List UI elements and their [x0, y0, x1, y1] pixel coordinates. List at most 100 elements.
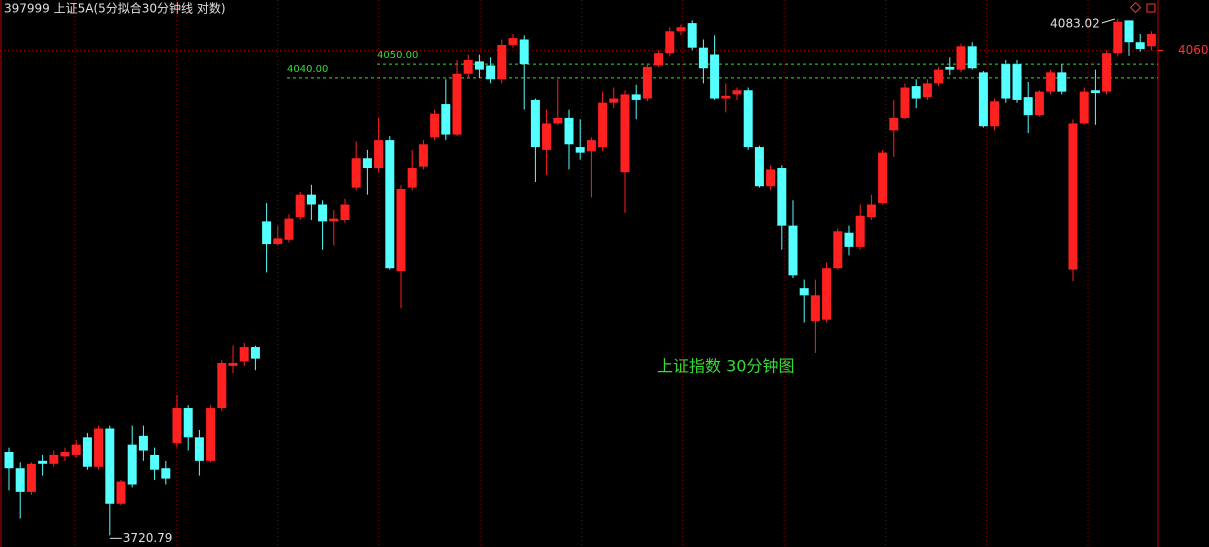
candle-body [82, 437, 92, 467]
candle-body [138, 435, 148, 451]
candle-body [306, 194, 316, 205]
candle-body [150, 454, 160, 470]
candle-body [194, 437, 204, 461]
candle-body [318, 204, 328, 222]
candle-body [855, 215, 865, 247]
candle-body [1023, 97, 1033, 116]
candle-body [1034, 91, 1044, 116]
candle-body [161, 468, 171, 479]
candle-body [530, 99, 540, 148]
candle-body [60, 452, 70, 457]
candle-body [1068, 123, 1078, 270]
candle-body [340, 204, 350, 221]
candle-body [463, 60, 473, 74]
candle-body [71, 444, 81, 455]
candle-body [1079, 91, 1089, 124]
candle-body [38, 460, 48, 464]
candle-body [407, 168, 417, 188]
candle-body [351, 158, 361, 188]
icon-window[interactable] [1146, 3, 1156, 13]
candle-body [474, 61, 484, 70]
icon-diamond[interactable] [1129, 1, 1142, 14]
candle-body [642, 66, 652, 99]
candle-body [519, 39, 529, 65]
candle-body [777, 168, 787, 226]
candle-body [250, 347, 260, 359]
candle-body [1135, 42, 1145, 50]
candle-body [295, 194, 305, 218]
min-label: 3720.79 [123, 531, 173, 545]
candle-body [609, 98, 619, 103]
max-label: 4083.02 [1050, 16, 1100, 30]
candle-body [508, 38, 518, 45]
candle-body [374, 140, 384, 169]
candle-body [497, 44, 507, 80]
candle-body [586, 140, 596, 152]
candle-body [15, 468, 25, 492]
candle-body [127, 444, 137, 485]
candle-body [754, 147, 764, 187]
candle-body [822, 268, 832, 320]
candle-body [945, 66, 955, 70]
candle-body [878, 152, 888, 204]
candle-body [1102, 53, 1112, 92]
candle-body [833, 231, 843, 269]
candle-body [452, 73, 462, 135]
candle-body [721, 95, 731, 99]
candle-body [967, 46, 977, 69]
candle-body [687, 23, 697, 48]
candle-body [810, 295, 820, 322]
candle-body [486, 65, 496, 80]
candle-body [183, 408, 193, 438]
reference-label: 4050.00 [377, 50, 418, 61]
candle-body [228, 362, 238, 366]
candle-body [575, 147, 585, 153]
candle-body [654, 53, 664, 66]
max-arrow [1101, 18, 1115, 24]
candle-body [94, 428, 104, 467]
candle-body [1090, 90, 1100, 94]
candle-body [1001, 64, 1011, 99]
candle-body [273, 238, 283, 245]
candle-body [1012, 64, 1022, 100]
candle-body [978, 72, 988, 127]
candle-body [4, 452, 14, 469]
candle-body [172, 408, 182, 444]
candle-body [1057, 72, 1067, 92]
candle-body [922, 83, 932, 98]
candle-body [105, 428, 115, 504]
reference-label: 4040.00 [287, 64, 328, 75]
candle-body [866, 204, 876, 218]
candle-body [396, 189, 406, 272]
candle-body [788, 225, 798, 276]
candle-body [1146, 34, 1156, 47]
chart-title: 397999 上证5A(5分拟合30分钟线 对数) [4, 1, 226, 16]
candle-body [385, 140, 395, 269]
candle-body [430, 113, 440, 138]
candle-body [49, 454, 59, 464]
candle-body [799, 288, 809, 296]
candle-body [676, 27, 686, 32]
candle-body [911, 86, 921, 99]
candle-body [732, 90, 742, 95]
candle-body [262, 221, 272, 245]
candle-body [206, 408, 216, 461]
candle-body [362, 158, 372, 169]
candle-body [698, 47, 708, 69]
candle-body [956, 46, 966, 70]
candle-body [217, 362, 227, 409]
candle-body [598, 102, 608, 148]
y-tick-label: 4060 [1178, 43, 1209, 57]
candle-body [900, 87, 910, 118]
candle-body [564, 117, 574, 145]
candle-body [934, 69, 944, 84]
candle-body [1113, 21, 1123, 54]
candle-body [553, 117, 563, 124]
candle-body [743, 90, 753, 148]
candle-body [418, 144, 428, 167]
candle-body [710, 54, 720, 99]
candle-body [542, 123, 552, 150]
candle-body [990, 101, 1000, 127]
